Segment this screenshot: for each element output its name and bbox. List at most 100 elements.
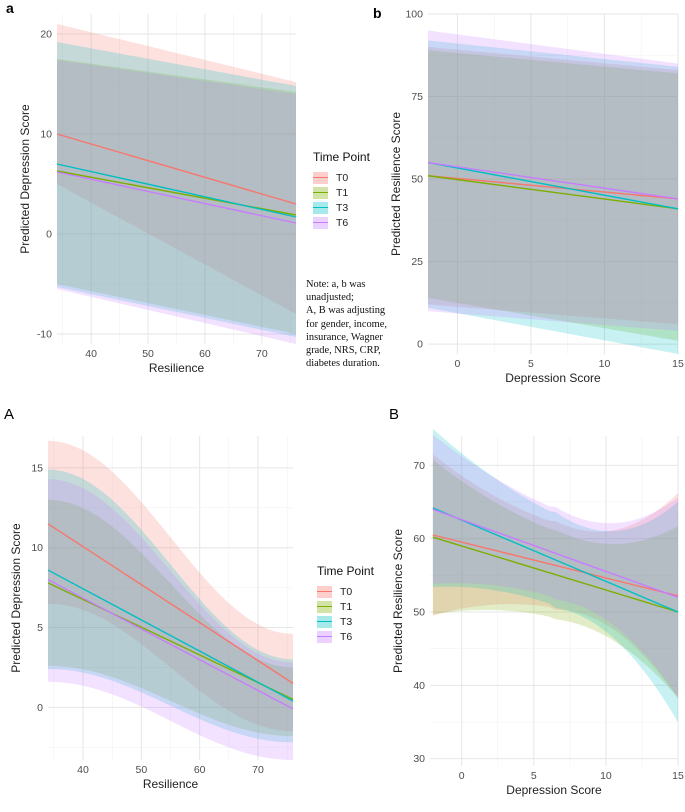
- x-tick-label: 15: [672, 358, 684, 370]
- panel-label-A: A: [4, 406, 15, 423]
- series-line-t0: [47, 523, 294, 684]
- note-line: insurance, Wagner: [306, 331, 383, 343]
- legend-label-t6: T6: [336, 216, 349, 229]
- legend-bottom: Time Point T0 T1 T3 T6: [317, 564, 374, 644]
- y-tick-label: 0: [46, 229, 52, 241]
- x-axis-title: Resilience: [143, 777, 199, 791]
- series-line-t6: [432, 508, 679, 598]
- legend-title: Time Point: [317, 564, 374, 578]
- x-tick-label: 60: [199, 348, 211, 360]
- y-tick-label: 20: [40, 29, 52, 41]
- legend-label-t0: T0: [336, 171, 349, 184]
- x-tick-label: 60: [194, 764, 206, 776]
- ribbon-t1: [432, 459, 678, 698]
- x-axis-title: Depression Score: [506, 783, 602, 797]
- legend-key-t0: [313, 171, 328, 184]
- legend-key-t0: [317, 585, 332, 598]
- ribbon-t3: [432, 428, 678, 723]
- ribbon-t6: [48, 479, 293, 760]
- x-tick-label: 10: [600, 770, 612, 782]
- x-tick-label: 5: [531, 770, 537, 782]
- legend-item-t6: T6: [313, 215, 370, 230]
- legend-item-t0: T0: [313, 170, 370, 185]
- legend-item-t6: T6: [317, 629, 374, 644]
- y-tick-label: 10: [31, 542, 43, 554]
- note-text: Note: a, b was unadjusted; A, B was adju…: [306, 278, 390, 370]
- y-tick-label: 10: [40, 129, 52, 141]
- chart-panel-A: 40 50 60 70 0 5 10 15 Resilience Predicted Depres…: [9, 436, 294, 791]
- y-tick-label: 75: [411, 91, 423, 103]
- x-tick-label: 50: [142, 348, 154, 360]
- legend-key-t6: [317, 630, 332, 643]
- y-axis-title: Predicted Depression Score: [9, 523, 23, 673]
- y-tick-label: 100: [405, 9, 423, 21]
- y-tick-label: 30: [413, 753, 425, 765]
- y-tick-label: 25: [411, 256, 423, 268]
- legend-label-t6: T6: [340, 630, 353, 643]
- chart-panel-B: 0 5 10 15 30 40 50 60 70 Depression Score Predicte…: [391, 428, 684, 797]
- y-tick-label: 15: [31, 462, 43, 474]
- legend-label-t1: T1: [340, 600, 353, 613]
- panel-label-B: B: [389, 406, 400, 423]
- legend-item-t3: T3: [313, 200, 370, 215]
- series-line-t3: [47, 569, 294, 702]
- legend-label-t1: T1: [336, 186, 349, 199]
- series-line-t1: [432, 536, 679, 613]
- ribbon-t3: [48, 469, 293, 743]
- legend-key-t6: [313, 216, 328, 229]
- y-tick-label: 0: [417, 339, 423, 351]
- x-tick-label: 50: [135, 764, 147, 776]
- chart-panel-a: 40 50 60 70 -10 0 10 20 Resilience Predicted Depr…: [18, 14, 297, 375]
- y-tick-label: 50: [411, 174, 423, 186]
- ribbon-t0: [432, 454, 678, 699]
- legend-top: Time Point T0 T1 T3 T6: [313, 150, 370, 230]
- x-tick-label: 40: [77, 764, 89, 776]
- series-line-t1: [47, 582, 294, 700]
- x-tick-label: 10: [599, 358, 611, 370]
- series-line-t0: [432, 534, 679, 597]
- ribbon-t1: [57, 59, 296, 334]
- series-line-t1: [427, 175, 679, 210]
- series-line-t6: [427, 161, 679, 200]
- legend-label-t3: T3: [336, 201, 349, 214]
- series-line-t0: [427, 175, 679, 200]
- series-line-t0: [56, 133, 297, 205]
- note-line: Note: a, b was: [306, 279, 366, 290]
- x-tick-label: 15: [672, 770, 684, 782]
- x-tick-label: 0: [459, 770, 465, 782]
- legend-item-t1: T1: [317, 599, 374, 614]
- chart-panel-b: 0 5 10 15 0 25 50 75 100 Depression Score Predicte…: [389, 9, 684, 386]
- note-line: for gender, income,: [306, 318, 387, 330]
- legend-label-t3: T3: [340, 615, 353, 628]
- x-tick-label: 5: [528, 358, 534, 370]
- note-line: diabetes duration.: [306, 358, 380, 370]
- y-tick-label: -10: [37, 329, 52, 341]
- legend-key-t1: [317, 600, 332, 613]
- ribbon-t6: [57, 60, 296, 344]
- series-line-t3: [432, 507, 679, 613]
- series-line-t3: [56, 163, 297, 218]
- note-line: unadjusted;: [306, 292, 354, 304]
- ribbon-t0: [48, 440, 293, 732]
- legend-key-t3: [317, 615, 332, 628]
- series-line-t6: [56, 171, 297, 224]
- series-line-t3: [427, 161, 679, 210]
- legend-item-t1: T1: [313, 185, 370, 200]
- x-tick-label: 40: [85, 348, 97, 360]
- x-axis-title: Resilience: [149, 361, 205, 375]
- y-axis-title: Predicted Depression Score: [18, 104, 32, 254]
- y-tick-label: 0: [37, 702, 43, 714]
- ribbon-t3: [57, 42, 296, 337]
- panel-label-a: a: [6, 0, 14, 16]
- y-tick-label: 50: [413, 607, 425, 619]
- y-tick-label: 60: [413, 533, 425, 545]
- y-axis-title: Predicted Resilience Score: [389, 112, 403, 256]
- x-tick-label: 70: [256, 348, 268, 360]
- legend-title: Time Point: [313, 150, 370, 164]
- x-axis-title: Depression Score: [505, 371, 601, 385]
- legend-label-t0: T0: [340, 585, 353, 598]
- note-line: A, B was adjusting: [306, 305, 386, 317]
- series-line-t6: [47, 579, 294, 710]
- legend-key-t3: [313, 201, 328, 214]
- x-tick-label: 0: [454, 358, 460, 370]
